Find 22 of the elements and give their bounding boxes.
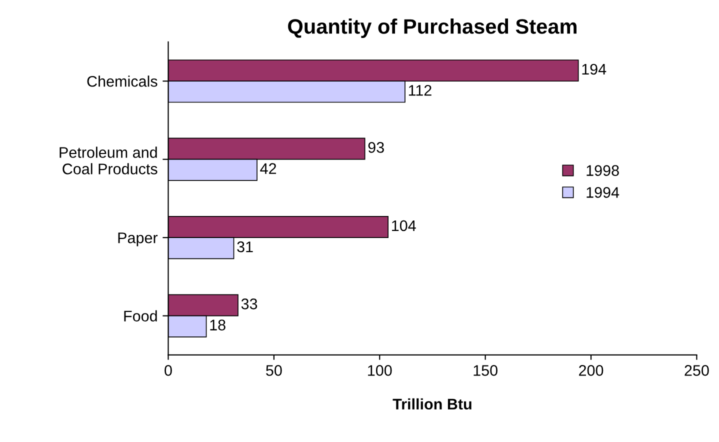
chart-title: Quantity of Purchased Steam xyxy=(288,18,576,38)
data-label: 194 xyxy=(582,64,606,75)
data-label: 31 xyxy=(237,241,253,252)
x-tick-label: 100 xyxy=(368,365,392,376)
data-label: 104 xyxy=(392,220,416,232)
x-tick-label: 0 xyxy=(164,365,172,376)
y-tick-label: Petroleum and Coal Products xyxy=(60,146,158,174)
x-tick-label: 250 xyxy=(684,365,709,376)
y-tick-label: Paper xyxy=(118,232,158,246)
x-tick-label: 150 xyxy=(474,365,498,376)
x-tick-label: 50 xyxy=(266,365,282,376)
legend-label: 1994 xyxy=(586,187,620,198)
y-tick-label: Chemicals xyxy=(87,76,158,87)
legend-label: 1998 xyxy=(586,165,619,176)
data-label: 42 xyxy=(260,163,276,174)
y-tick-label: Food xyxy=(124,310,157,322)
x-axis-title: Trillion Btu xyxy=(392,398,472,410)
x-tick-label: 200 xyxy=(579,365,604,376)
data-label: 33 xyxy=(241,298,258,310)
data-label: 93 xyxy=(368,142,384,153)
data-label: 112 xyxy=(408,84,432,96)
data-label: 18 xyxy=(210,320,226,330)
